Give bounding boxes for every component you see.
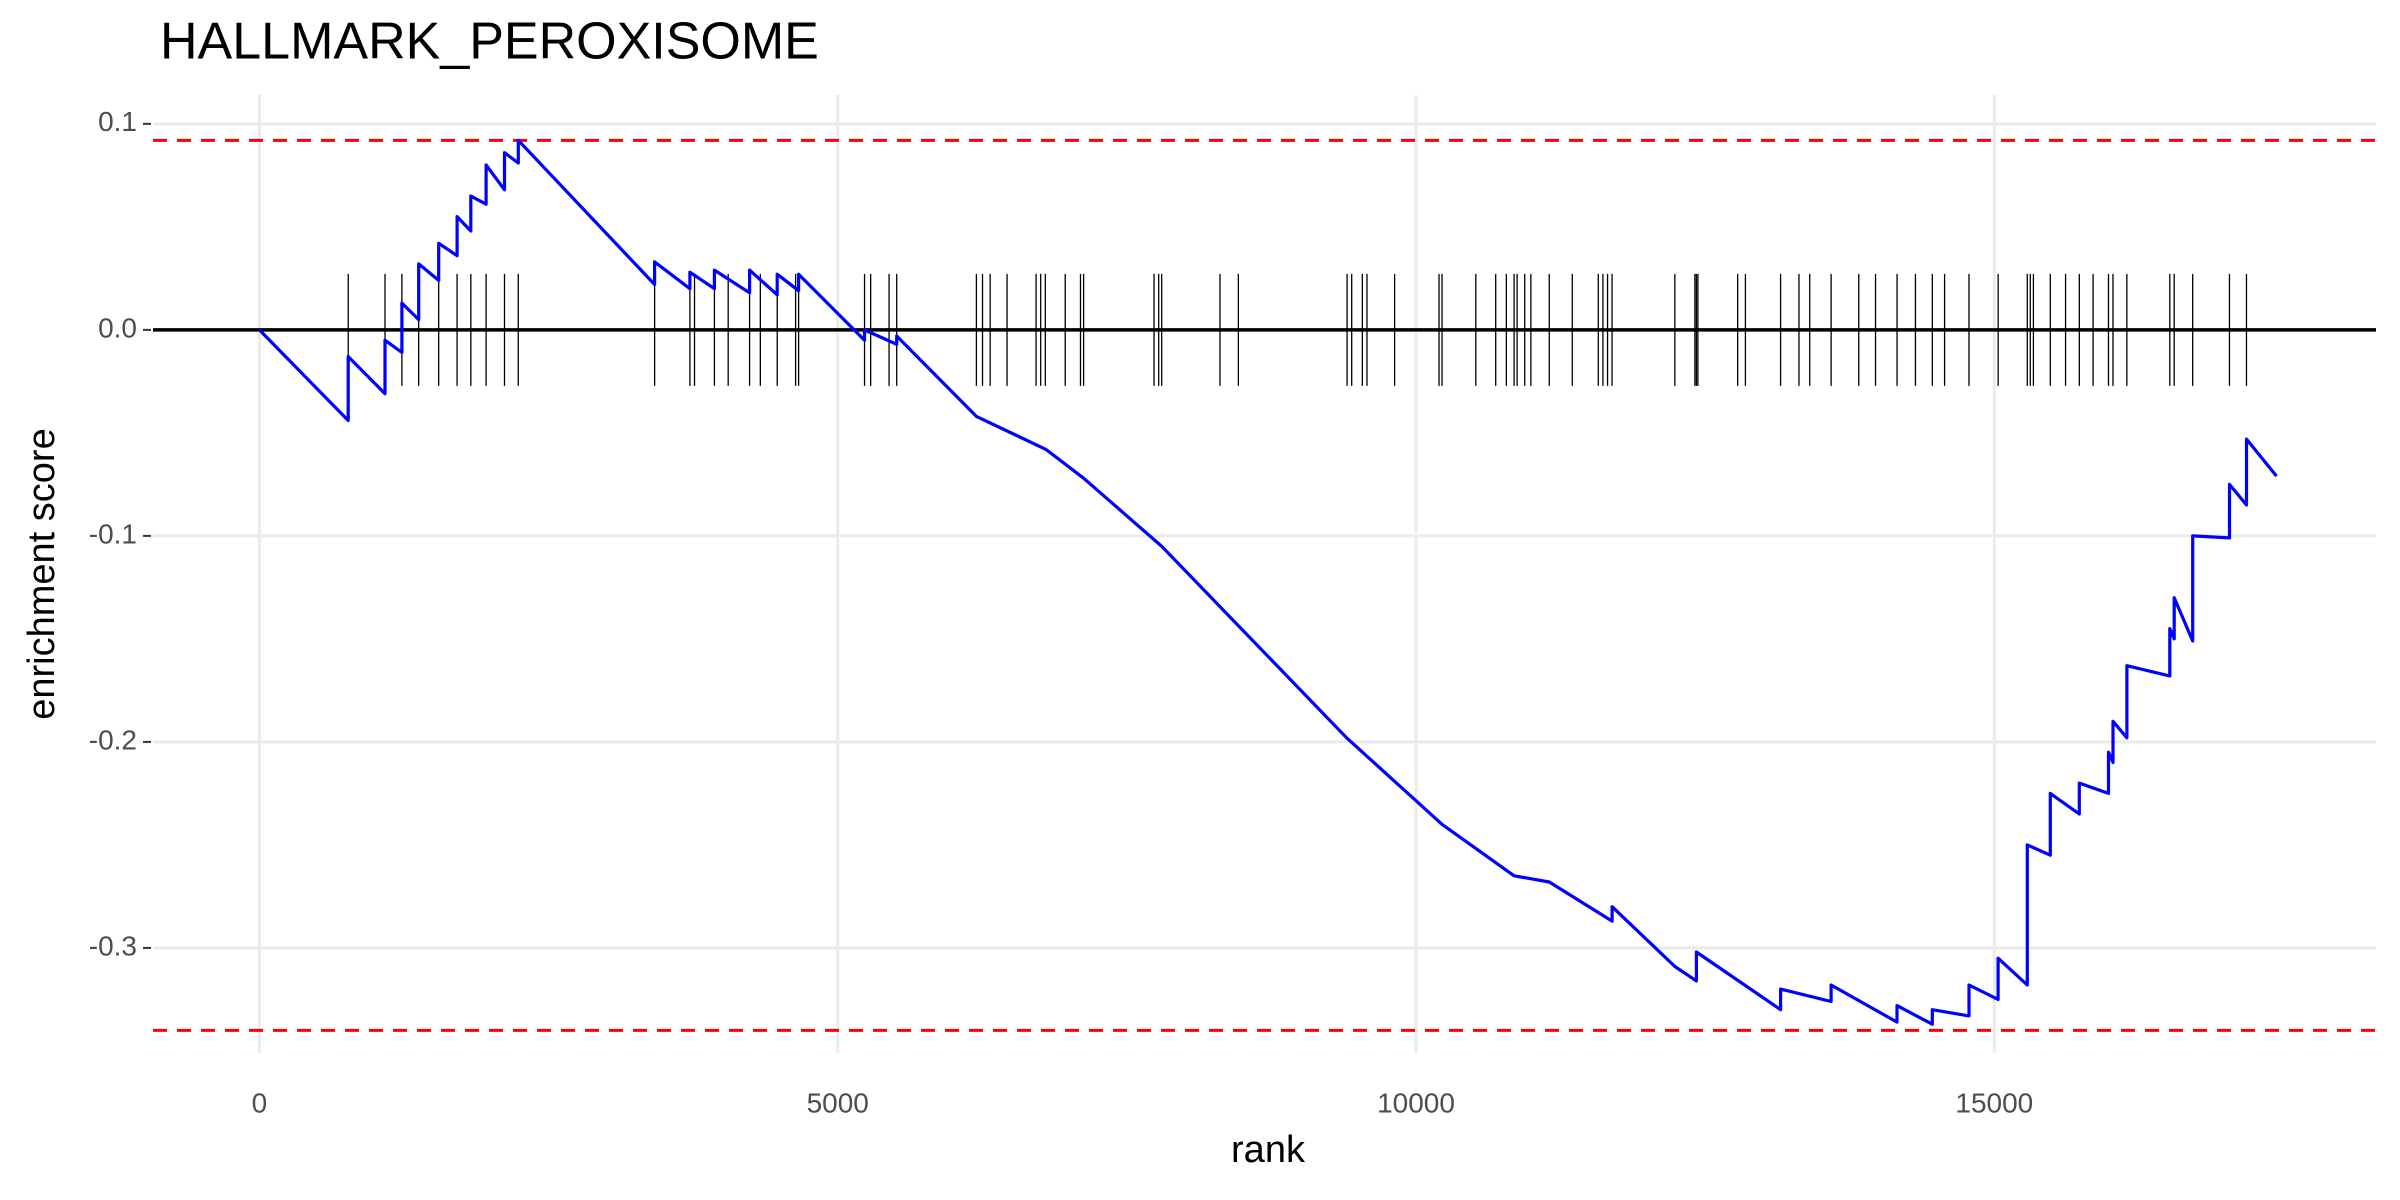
x-tick-label: 0 xyxy=(252,1087,268,1118)
x-tick-label: 5000 xyxy=(807,1087,869,1118)
y-tick-label: 0.0 xyxy=(98,312,137,343)
y-tick-label: 0.1 xyxy=(98,106,137,137)
y-tick-label: -0.1 xyxy=(89,518,137,549)
x-axis-label: rank xyxy=(1231,1129,1306,1171)
y-axis-label: enrichment score xyxy=(21,428,63,719)
y-tick-label: -0.2 xyxy=(89,724,137,755)
y-tick-label: -0.3 xyxy=(89,930,137,961)
x-tick-label: 10000 xyxy=(1377,1087,1455,1118)
enrichment-line xyxy=(258,138,2278,1026)
chart-title: HALLMARK_PEROXISOME xyxy=(160,13,819,71)
x-tick-label: 15000 xyxy=(1955,1087,2033,1118)
